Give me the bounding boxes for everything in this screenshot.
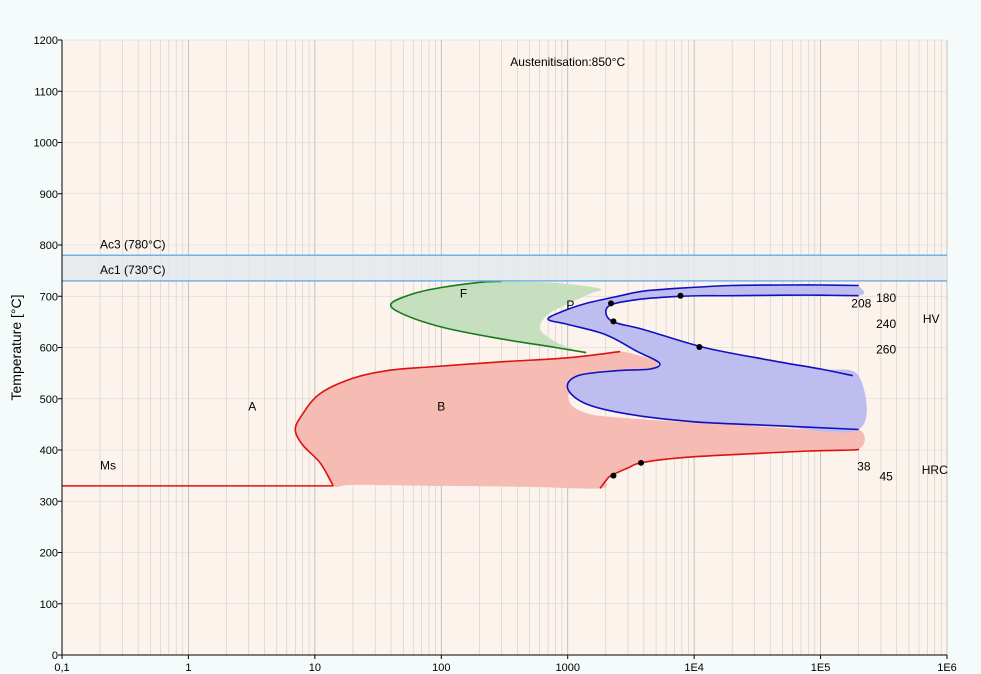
x-tick-label: 1E4 (684, 662, 704, 674)
region-label-p: P (566, 298, 574, 312)
y-tick-label: 300 (40, 496, 58, 508)
y-axis-label: Temperature [°C] (8, 295, 24, 401)
x-tick-label: 1E5 (811, 662, 831, 674)
chart-title: Austenitisation:850°C (510, 55, 625, 69)
y-tick-label: 900 (40, 189, 58, 201)
annotation-label: A (248, 399, 256, 413)
data-point (696, 343, 703, 350)
annotation-label: 180 (876, 291, 896, 305)
data-point (610, 472, 617, 479)
data-point (608, 300, 615, 307)
annotation-label: 240 (876, 317, 896, 331)
y-tick-label: 1200 (34, 35, 58, 47)
y-tick-label: 100 (40, 599, 58, 611)
region-start-line-b (294, 350, 621, 487)
x-tick-label: 100 (432, 662, 450, 674)
y-tick-label: 800 (40, 240, 58, 252)
y-tick-label: 1000 (34, 138, 58, 150)
region-fill-p (548, 284, 867, 433)
y-tick-label: 500 (40, 394, 58, 406)
y-tick-label: 0 (52, 650, 58, 662)
data-point (638, 459, 645, 466)
region-fill-f (390, 281, 602, 353)
transformation-regions (62, 280, 867, 489)
y-tick-label: 700 (40, 291, 58, 303)
x-tick-label: 1E6 (937, 662, 957, 674)
region-line-f (389, 280, 587, 354)
annotation-label: 38 (857, 459, 871, 473)
x-tick-label: 1000 (555, 662, 579, 674)
y-tick-label: 600 (40, 343, 58, 355)
data-points (608, 292, 703, 479)
reference-line-label: Ac3 (780°C) (100, 237, 166, 251)
ac-band (62, 255, 947, 281)
x-tick-label: 10 (309, 662, 321, 674)
y-tick-label: 400 (40, 445, 58, 457)
annotation-label: HV (923, 312, 940, 326)
annotation-label: 45 (879, 470, 893, 484)
region-label-b: B (437, 399, 445, 413)
y-tick-label: 200 (40, 548, 58, 560)
ms-label: Ms (100, 458, 116, 472)
axes: 0100200300400500600700800900100011001200… (34, 35, 957, 674)
region-start-line-p (547, 284, 859, 431)
x-tick-label: 0,1 (54, 662, 69, 674)
annotation-label: 208 (851, 296, 871, 310)
annotation-label: 260 (876, 343, 896, 357)
reference-line-label: Ac1 (730°C) (100, 263, 166, 277)
region-end-line-b (599, 448, 860, 489)
reference-lines (62, 254, 947, 282)
data-point (610, 318, 617, 325)
labels: Austenitisation:850°C Temperature [°C] A… (8, 55, 948, 484)
annotation-label: HRC (922, 463, 948, 477)
data-point (677, 292, 684, 299)
region-label-f: F (460, 287, 467, 301)
x-tick-label: 1 (185, 662, 191, 674)
y-tick-label: 1100 (34, 86, 58, 98)
